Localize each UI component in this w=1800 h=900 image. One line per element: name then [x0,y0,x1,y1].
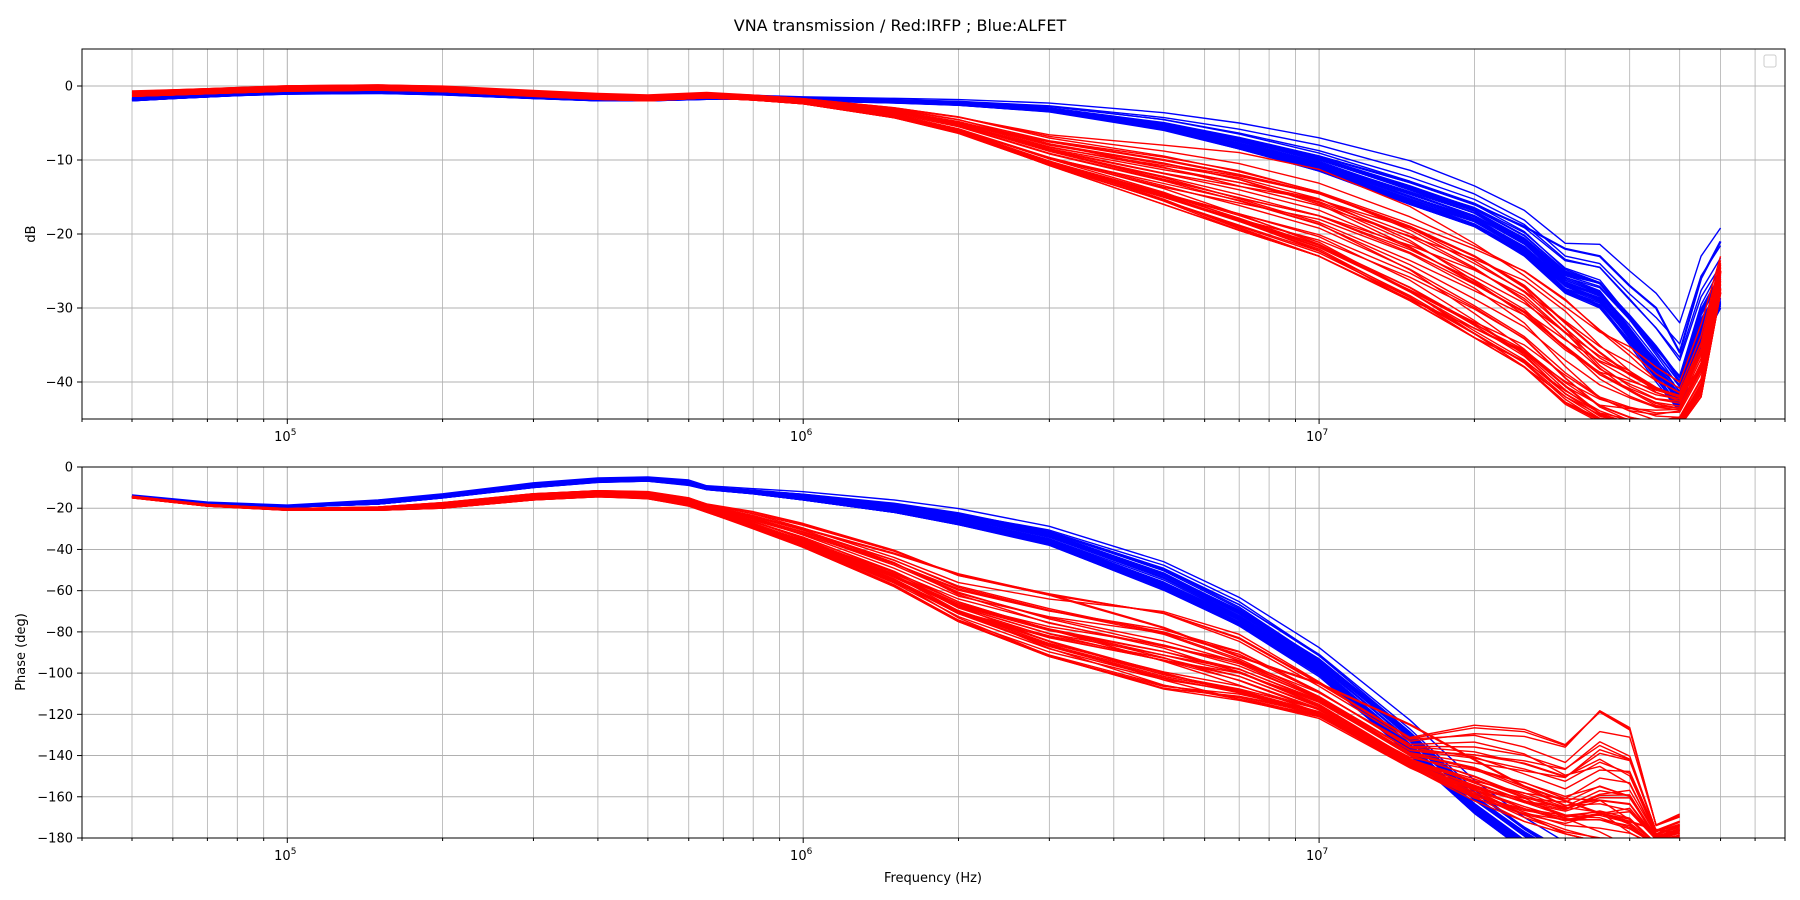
series-line-central [131,90,1722,354]
y-tick-label: −120 [37,708,73,723]
magnitude-axes: 105 106 107 0 −10 −20 −30 −40 dB [24,48,1786,445]
y-tick-label: −100 [37,667,73,682]
series-line [131,85,1722,394]
x-tick-label: 106 [790,428,813,445]
magnitude-ylabel: dB [24,225,39,242]
red-series-bundle [131,489,1680,838]
legend-box [1763,54,1777,68]
y-tick-label: −10 [46,154,73,169]
phase-ticks: 105 106 107 0 −20 −40 −60 −80 −100 −120 −140 −160 −1… [37,461,1786,864]
y-tick-label: 0 [65,80,73,95]
series-line [131,493,1680,838]
chart-title: VNA transmission / Red:IRFP ; Blue:ALFET [734,16,1067,35]
y-tick-label: −40 [46,543,73,558]
phase-grid [81,466,1786,839]
y-tick-label: −160 [37,790,73,805]
y-tick-label: −60 [46,584,73,599]
y-tick-label: 0 [65,461,73,476]
magnitude-ticks: 105 106 107 0 −10 −20 −30 −40 [46,80,1786,445]
phase-xlabel: Frequency (Hz) [884,871,982,886]
red-series-bundle [131,84,1722,419]
series-line-central [131,491,1680,835]
phase-ylabel: Phase (deg) [14,613,29,691]
phase-plot-frame [81,466,1786,839]
y-tick-label: −20 [46,502,73,517]
blue-series-bundle [131,88,1722,413]
y-tick-label: −30 [46,302,73,317]
x-tick-label: 105 [274,428,296,445]
y-tick-label: −80 [46,625,73,640]
y-tick-label: −20 [46,228,73,243]
y-tick-label: −140 [37,749,73,764]
series-line-central [131,86,1722,398]
phase-axes: 105 106 107 0 −20 −40 −60 −80 −100 −120 −140 −160 −1… [14,461,1786,886]
magnitude-series [131,84,1722,419]
x-tick-label: 107 [1306,428,1328,445]
blue-series-bundle [131,476,1560,838]
x-tick-label: 106 [790,847,813,864]
phase-series [131,476,1680,838]
series-line [131,494,1680,838]
x-tick-label: 105 [274,847,296,864]
series-line [131,476,1560,838]
x-tick-label: 107 [1306,847,1328,864]
series-line [131,88,1722,411]
y-tick-label: −40 [46,376,73,391]
series-line [131,89,1722,419]
y-tick-label: −180 [37,832,73,847]
series-line-central [131,478,1534,838]
